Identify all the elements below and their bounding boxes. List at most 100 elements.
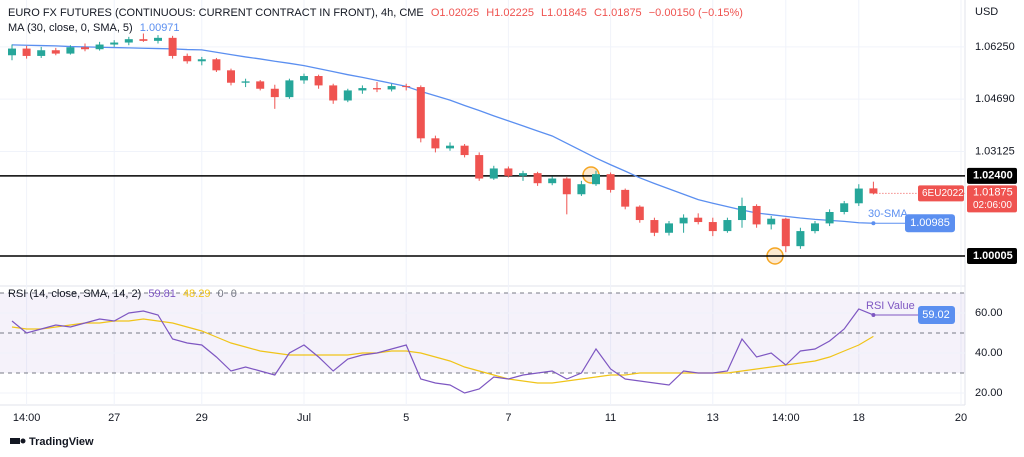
symbol-title: EURO FX FUTURES (CONTINUOUS: CURRENT CON…	[8, 7, 424, 19]
candle-body	[708, 222, 717, 232]
price-label: 1.01875	[973, 186, 1013, 198]
candle-body	[446, 145, 454, 149]
candle-body	[752, 205, 761, 225]
candle-body	[489, 168, 498, 179]
candle-body	[621, 189, 630, 207]
candle-body	[66, 47, 75, 54]
logo-shape	[20, 438, 26, 444]
y-tick-label: 60.00	[975, 307, 1003, 319]
rsi-name: RSI (14, close, SMA, 14, 2)	[8, 288, 142, 300]
rsi-tag	[918, 305, 955, 324]
candle-body	[781, 218, 790, 247]
rsi-tag-label: 59.02	[922, 309, 950, 321]
ma-dot	[871, 221, 876, 226]
rsi-annotation: RSI Value	[866, 300, 915, 312]
x-tick-label: 14:00	[772, 412, 800, 424]
candle-body	[460, 145, 469, 156]
rsi-ma-value: 48.29	[182, 288, 211, 300]
candle-body	[577, 184, 586, 195]
candle-body	[22, 48, 31, 56]
candle-body	[227, 70, 235, 83]
rsi-value: 0	[230, 288, 237, 300]
y-tick-label: 1.04690	[975, 93, 1015, 105]
candle-body	[738, 205, 746, 221]
candle-body	[533, 173, 542, 184]
x-tick-label: 7	[505, 412, 511, 424]
x-tick-label: 11	[605, 412, 616, 424]
candle-body	[139, 39, 148, 41]
candle-body	[679, 217, 688, 224]
x-tick-label: 20	[955, 412, 967, 424]
rsi-legend: RSI (14, close, SMA, 14, 2) 59.81 48.29 …	[8, 288, 241, 300]
symbol-tag	[918, 185, 964, 202]
candle-body	[665, 223, 673, 233]
ma-tag	[905, 214, 955, 233]
level-label: 1.02400	[973, 170, 1013, 182]
candle-body	[402, 86, 411, 88]
candle-body	[854, 188, 863, 204]
candle-body	[81, 47, 89, 50]
candle-body	[168, 37, 177, 56]
ohlc: C1.01875	[593, 7, 642, 19]
candle-body	[256, 81, 265, 89]
candle-body	[723, 220, 732, 232]
brand-name: TradingView	[29, 436, 94, 448]
rsi-line	[11, 308, 874, 394]
candle-body	[562, 178, 571, 195]
symbol-label: 6EU2022	[922, 188, 964, 199]
candle-body	[767, 218, 776, 225]
level-tag	[967, 248, 1017, 265]
ohlc: H1.02225	[486, 7, 534, 19]
y-tick-label: 40.00	[975, 347, 1003, 359]
candle-body	[95, 44, 104, 50]
ma-name: MA (30, close, 0, SMA, 5)	[8, 22, 133, 34]
currency: USD	[975, 6, 998, 18]
ma-tag-label: 1.00985	[910, 217, 950, 229]
countdown-label: 02:06:00	[973, 200, 1012, 211]
y-tick-label: 1.06250	[975, 41, 1015, 53]
candle-body	[314, 76, 323, 86]
candle-body	[475, 155, 484, 179]
ohlc: L1.01845	[541, 7, 587, 19]
header-line: EURO FX FUTURES (CONTINUOUS: CURRENT CON…	[8, 7, 747, 19]
candle-body	[51, 50, 60, 54]
candle-body	[358, 88, 367, 91]
ohlc: O1.02025	[430, 7, 480, 19]
ma-value: 1.00971	[139, 22, 180, 34]
level-tag	[967, 167, 1017, 184]
candle-body	[154, 37, 162, 41]
candle-body	[124, 39, 133, 43]
candle-body	[635, 206, 644, 221]
candle-body	[8, 48, 16, 56]
candle-body	[416, 87, 425, 139]
rsi-ma-line	[11, 318, 874, 384]
candle-body	[519, 173, 527, 176]
candle-body	[825, 211, 834, 224]
x-tick-label: Jul	[297, 412, 311, 424]
candle-body	[300, 76, 308, 81]
candle-body	[183, 55, 192, 62]
candle-body	[796, 231, 805, 247]
rsi-value: 59.81	[148, 288, 176, 300]
x-tick-label: 13	[707, 412, 719, 424]
candle-body	[592, 174, 600, 185]
x-tick-label: 29	[196, 412, 208, 424]
candle-body	[37, 50, 46, 56]
x-tick-label: 18	[853, 412, 865, 424]
candle-body	[110, 42, 119, 45]
candle-body	[650, 220, 659, 233]
candle-body	[548, 178, 557, 184]
candle-body	[387, 86, 396, 90]
ma-annotation: 30-SMA	[868, 208, 908, 220]
candle-body	[606, 174, 615, 190]
candle-body	[285, 80, 294, 98]
logo-shape	[10, 438, 20, 444]
candle-body	[329, 85, 338, 101]
candle-body	[840, 203, 849, 212]
candle-body	[270, 88, 279, 98]
brand-logo: TradingView	[10, 436, 94, 448]
candle-body	[212, 59, 221, 71]
